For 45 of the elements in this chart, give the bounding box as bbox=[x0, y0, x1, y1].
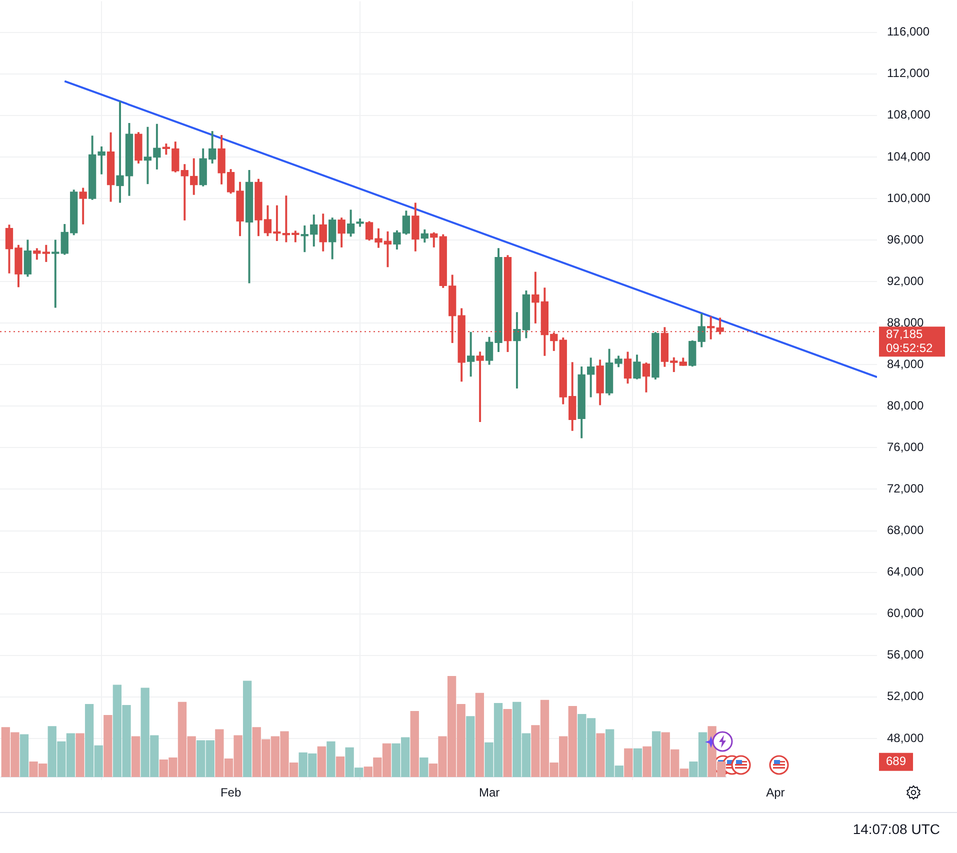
y-tick-label: 52,000 bbox=[887, 689, 924, 704]
y-tick-label: 80,000 bbox=[887, 398, 924, 412]
y-tick-label: 56,000 bbox=[887, 648, 924, 662]
candlestick bbox=[476, 352, 484, 422]
y-tick-label: 84,000 bbox=[887, 356, 924, 371]
bar bbox=[624, 748, 633, 777]
bar bbox=[503, 709, 512, 777]
text: 09:52:52 bbox=[886, 340, 934, 355]
bar bbox=[242, 680, 252, 777]
y-tick-label: 68,000 bbox=[887, 523, 924, 538]
bar bbox=[104, 715, 112, 777]
bar bbox=[131, 736, 140, 777]
bar bbox=[317, 746, 326, 777]
y-tick-label: 104,000 bbox=[887, 149, 931, 164]
bar bbox=[76, 733, 84, 777]
y-tick-label: 100,000 bbox=[887, 190, 931, 205]
bar bbox=[652, 731, 661, 777]
bar bbox=[475, 692, 484, 777]
bar bbox=[326, 741, 336, 777]
text: 689 bbox=[886, 754, 906, 768]
y-tick-label: 60,000 bbox=[887, 606, 924, 620]
bar bbox=[633, 748, 642, 777]
y-tick-label: 48,000 bbox=[887, 730, 924, 745]
text: 14:07:08 UTC bbox=[852, 821, 940, 837]
y-tick-label: 116,000 bbox=[887, 24, 930, 39]
y-tick-label: 76,000 bbox=[887, 440, 924, 454]
y-tick-label: 92,000 bbox=[887, 274, 924, 288]
bar bbox=[642, 746, 652, 777]
y-tick-label: 72,000 bbox=[887, 482, 924, 496]
ref-line-label: 87,185 bbox=[886, 326, 924, 341]
bar bbox=[20, 734, 29, 777]
bar bbox=[596, 733, 605, 777]
x-tick-label: Mar bbox=[478, 786, 500, 800]
y-tick-label: 96,000 bbox=[887, 232, 924, 246]
y-tick-label: 108,000 bbox=[887, 108, 931, 122]
y-tick-label: 112,000 bbox=[887, 66, 930, 80]
bar bbox=[466, 716, 475, 777]
bar bbox=[336, 756, 345, 777]
x-tick-label: Apr bbox=[766, 786, 785, 800]
y-tick-label: 88,000 bbox=[887, 315, 924, 330]
bar bbox=[410, 711, 419, 777]
x-tick-label: Feb bbox=[220, 786, 242, 800]
candlestick bbox=[52, 240, 60, 308]
bar bbox=[420, 757, 428, 777]
y-tick-label: 64,000 bbox=[887, 564, 924, 579]
